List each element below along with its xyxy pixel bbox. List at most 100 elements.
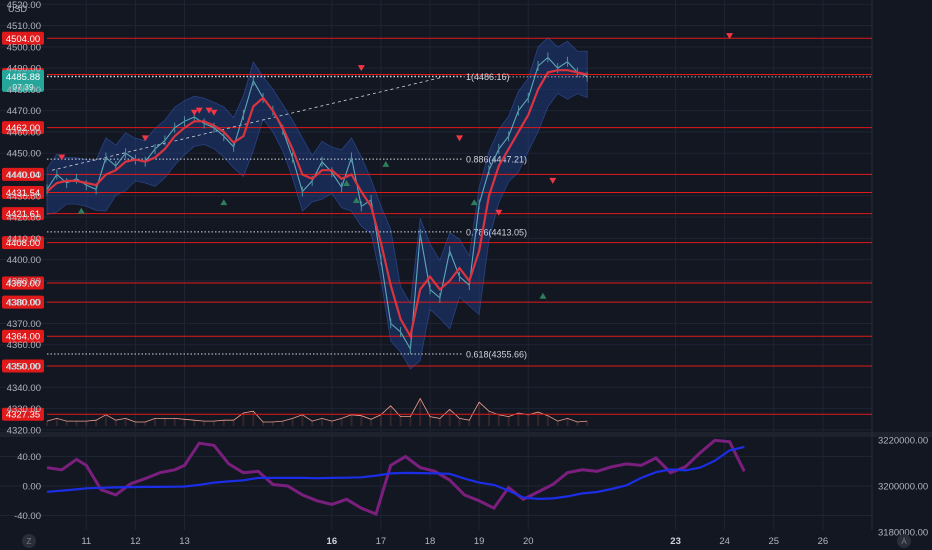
- volatility-band: [46, 37, 588, 370]
- buy-signal-marker: [382, 160, 390, 167]
- horizontal-level-badge: [2, 359, 44, 373]
- volume-bar: [330, 421, 333, 426]
- volume-bar: [399, 416, 402, 426]
- oscillator-right-tick-label: 3180000.00: [878, 528, 928, 539]
- horizontal-level-label: 4380.00: [6, 298, 40, 309]
- price-tick-label: 4340.00: [7, 383, 41, 394]
- price-tick-label: 4480.00: [7, 85, 41, 96]
- volume-bar: [379, 414, 382, 426]
- current-price-label: 4485.88: [6, 72, 40, 83]
- scale-left-button[interactable]: [22, 534, 36, 548]
- horizontal-level-label: 4462.00: [6, 123, 40, 134]
- sell-signal-marker: [210, 109, 218, 116]
- volume-bar: [340, 418, 343, 426]
- sell-signal-marker: [190, 109, 198, 116]
- volume-bar: [438, 418, 441, 426]
- axes: USD 4520.00 4510.00 4500.00 4490.00 4480.00 4…: [7, 0, 929, 547]
- price-tick-label: 4380.00: [7, 298, 41, 309]
- horizontal-level-label: 4408.00: [6, 238, 40, 249]
- currency-label: USD: [8, 4, 28, 14]
- horizontal-level-badge: [2, 329, 44, 343]
- volume-bar: [104, 414, 107, 426]
- volume-bar: [389, 405, 392, 426]
- horizontal-level-label: 4440.04: [6, 170, 40, 181]
- buy-signal-marker: [539, 292, 547, 299]
- time-tick-label: 13: [179, 536, 190, 547]
- volume-bar: [291, 418, 294, 426]
- volume-bar: [497, 414, 500, 426]
- volume-bar: [360, 415, 363, 426]
- fib-level-label: 0.618(4355.66): [466, 349, 527, 359]
- time-tick-label: 16: [327, 536, 338, 547]
- volume-bar: [576, 422, 579, 426]
- horizontal-level-label: 4504.00: [6, 34, 40, 45]
- volume-bar: [124, 418, 127, 426]
- horizontal-level-label: 4350.00: [6, 362, 40, 373]
- price-tick-label: 4500.00: [7, 42, 41, 53]
- volume-bar: [173, 418, 176, 426]
- volume-bar: [262, 422, 265, 426]
- time-tick-label: 11: [81, 536, 91, 547]
- time-tick-label: 25: [768, 536, 779, 547]
- buy-signal-marker: [470, 199, 478, 206]
- price-tick-label: 4470.00: [7, 106, 41, 117]
- sell-signal-marker: [726, 33, 734, 40]
- horizontal-level-badge: [2, 167, 44, 181]
- price-tick-label: 4420.00: [7, 213, 41, 224]
- volume-bar: [321, 418, 323, 426]
- volume-bar: [252, 411, 255, 426]
- sell-signal-marker: [357, 65, 365, 72]
- oscillator-tick-label: 0.00: [23, 482, 42, 493]
- time-tick-label: 20: [523, 536, 534, 547]
- sell-signal-marker: [195, 107, 203, 114]
- horizontal-level-badge: [2, 121, 44, 135]
- time-tick-label: 17: [376, 536, 387, 547]
- price-tick-label: 4400.00: [7, 255, 41, 266]
- volume-bar: [419, 398, 422, 426]
- horizontal-level-badge: [2, 207, 44, 221]
- time-tick-label: 24: [719, 536, 730, 547]
- time-tick-label: 19: [474, 536, 485, 547]
- volume-bar: [586, 421, 589, 426]
- volume-bar: [537, 412, 540, 426]
- price-tick-label: 4360.00: [7, 340, 41, 351]
- horizontal-level-badge: [2, 276, 44, 290]
- volume-bar: [517, 413, 520, 426]
- volume-bar: [488, 411, 490, 426]
- volume-bar: [203, 421, 206, 426]
- volume-bar: [429, 416, 431, 426]
- sell-signal-marker: [456, 135, 463, 142]
- footer: Z A: [22, 534, 911, 548]
- current-price-countdown: 07:39: [12, 82, 34, 92]
- horizontal-level-badge: [2, 295, 44, 309]
- auto-scale-button[interactable]: [897, 534, 911, 548]
- price-tick-label: 4410.00: [7, 234, 41, 245]
- horizontal-level-badge: [2, 236, 44, 250]
- volume-bar: [46, 421, 48, 426]
- price-tick-label: 4460.00: [7, 127, 41, 138]
- buy-signal-marker: [77, 207, 85, 214]
- volume-bar: [242, 413, 245, 426]
- price-tick-label: 4440.00: [7, 170, 41, 181]
- horizontal-level-badge: [2, 31, 44, 45]
- price-tick-label: 4330.00: [7, 404, 41, 415]
- oscillator-blue-line: [46, 445, 745, 501]
- volume-bar: [213, 421, 215, 426]
- volume-bar: [95, 420, 98, 426]
- sell-signal-marker: [141, 135, 149, 142]
- volume-bar: [507, 416, 510, 426]
- fib-level-label: 0.786(4413.05): [466, 227, 527, 237]
- price-pane[interactable]: 4504.004487.004462.004440.044431.544421.…: [2, 31, 872, 426]
- sell-signal-marker: [495, 209, 503, 216]
- volume-bar: [183, 419, 186, 426]
- volume-bar: [409, 416, 412, 426]
- sell-signal-marker: [58, 154, 66, 161]
- oscillator-pane[interactable]: [46, 438, 746, 517]
- horizontal-level-badge: [2, 186, 44, 200]
- volume-bar: [527, 414, 530, 426]
- volume-bar: [350, 414, 353, 426]
- volume-bar: [114, 420, 117, 426]
- price-tick-label: 4490.00: [7, 64, 41, 75]
